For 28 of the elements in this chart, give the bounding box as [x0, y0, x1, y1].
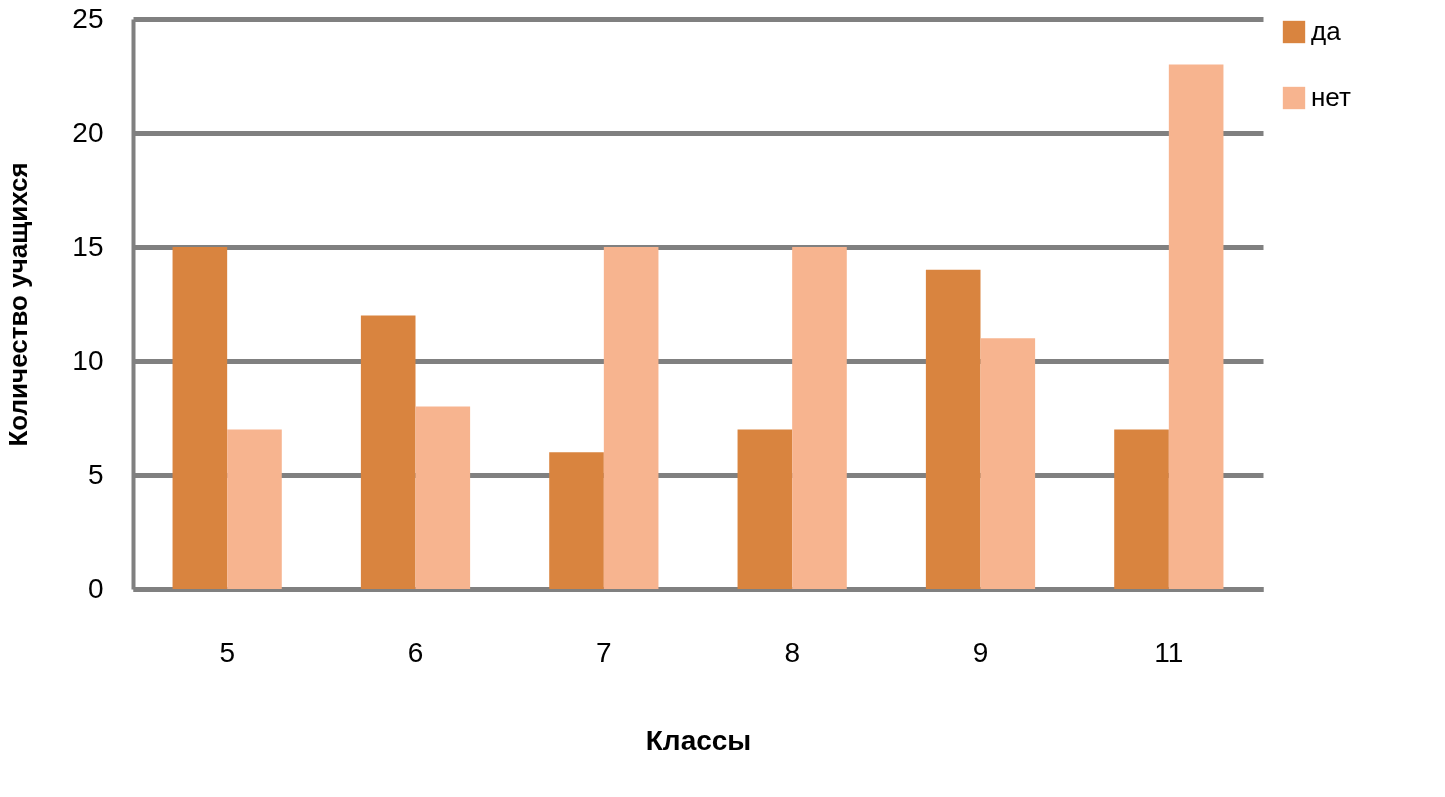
x-tick-label: 5: [219, 636, 235, 668]
x-tick-label: 7: [596, 636, 612, 668]
bar: [549, 452, 604, 589]
y-tick-label: 10: [72, 344, 104, 376]
bar: [1114, 429, 1169, 589]
x-tick-label: 8: [784, 636, 800, 668]
bar: [603, 247, 659, 589]
bar: [792, 247, 847, 589]
y-tick-label: 25: [72, 2, 104, 34]
x-axis-title: Классы: [645, 724, 752, 756]
bar: [1168, 64, 1224, 589]
bar: [360, 315, 416, 589]
bar: [227, 429, 282, 589]
y-tick-label: 0: [87, 572, 104, 604]
legend-label: нет: [1311, 82, 1351, 112]
x-tick-label: 6: [407, 636, 424, 668]
x-tick-label: 11: [1154, 636, 1184, 668]
bar: [415, 406, 471, 589]
y-tick-label: 15: [72, 230, 104, 262]
bar: [925, 269, 981, 589]
bar: [172, 247, 228, 589]
bar: [980, 338, 1036, 589]
legend-label: да: [1311, 16, 1342, 46]
bar: [737, 429, 793, 589]
y-tick-label: 5: [87, 458, 104, 490]
y-axis-title: Количество учащихся: [3, 162, 34, 447]
y-tick-label: 20: [72, 116, 104, 148]
x-tick-label: 9: [972, 636, 989, 668]
